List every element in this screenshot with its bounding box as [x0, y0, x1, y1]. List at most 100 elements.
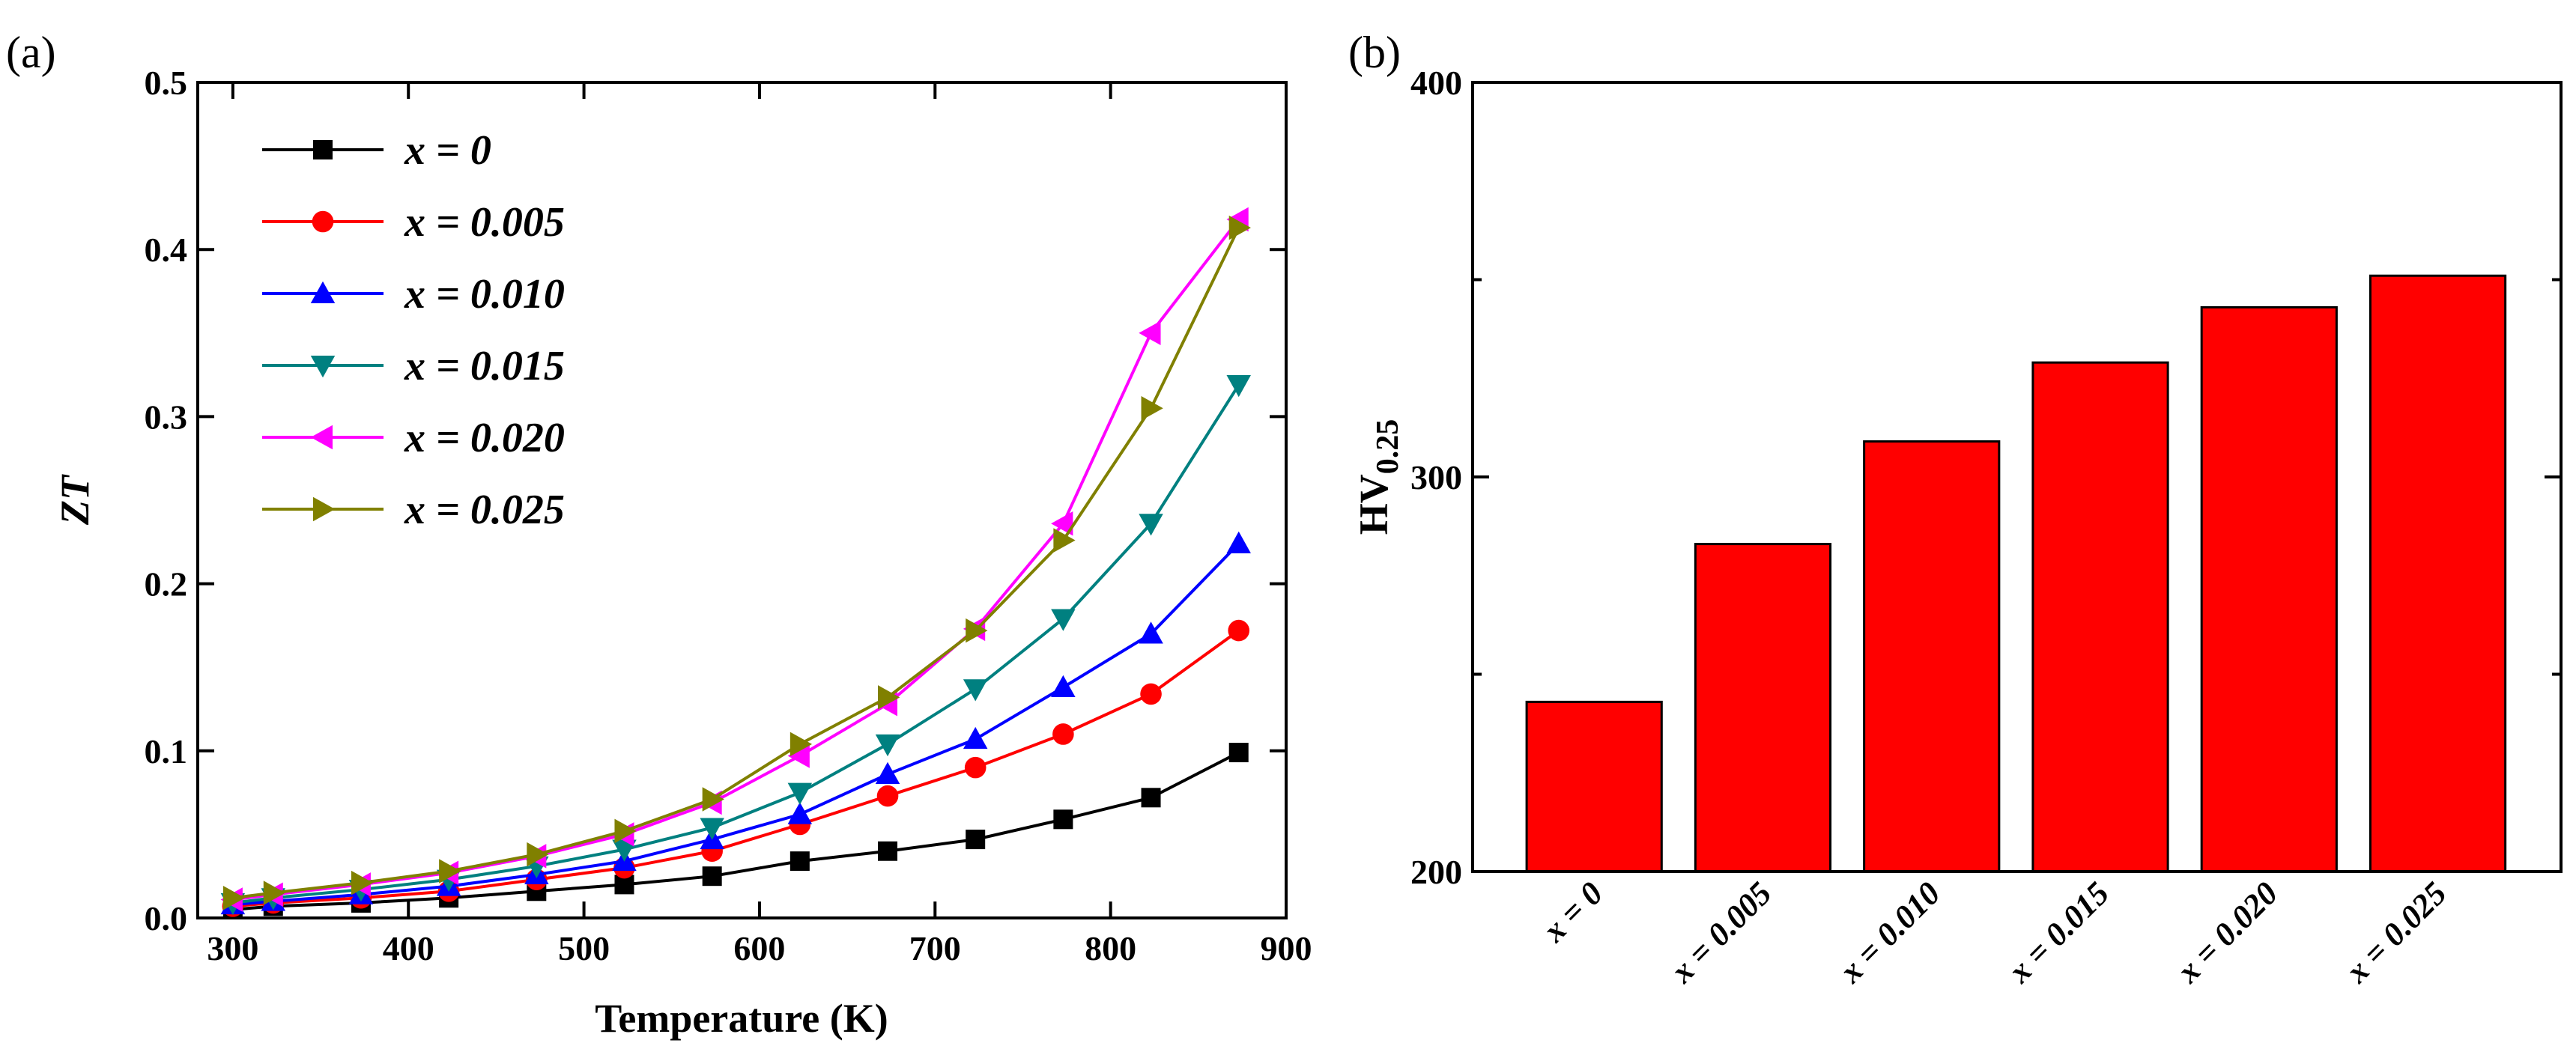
data-point	[614, 818, 637, 844]
x-tick-label: 300	[207, 929, 258, 967]
category-label: x = 0	[1536, 875, 1610, 949]
panel-b-y-axis-title: HV0.25	[1351, 419, 1405, 535]
data-point	[878, 685, 900, 710]
category-label: x = 0.020	[2169, 875, 2285, 990]
panel-a-y-ticks: 0.0 0.1 0.2 0.3 0.4 0.5	[145, 64, 1286, 937]
bar	[2200, 305, 2338, 873]
series-group	[220, 531, 1251, 915]
data-point	[1141, 788, 1161, 808]
data-point	[1051, 511, 1073, 536]
data-point	[702, 866, 722, 887]
bar	[1863, 440, 2001, 873]
legend-marker	[310, 281, 336, 303]
data-point	[700, 818, 724, 840]
data-point	[790, 732, 813, 757]
data-point	[1052, 723, 1074, 745]
data-point	[876, 785, 899, 807]
legend-marker	[313, 140, 333, 159]
data-point	[1051, 609, 1076, 631]
panel-a-y-axis-title: ZT	[52, 474, 97, 526]
panel-b-y-axis-title-main: HV	[1351, 474, 1396, 535]
y-tick-label: 0.0	[145, 899, 188, 937]
data-point	[1226, 531, 1251, 554]
legend-marker	[310, 356, 336, 378]
data-point	[702, 787, 724, 812]
data-point	[263, 881, 286, 905]
panel-a-label: (a)	[6, 28, 56, 77]
data-point	[787, 744, 810, 768]
data-point	[787, 802, 813, 824]
y-tick-label: 0.5	[145, 64, 188, 102]
series-group	[222, 215, 1251, 910]
y-tick-label: 0.3	[145, 398, 188, 436]
panel-b-y-axis-title-sub: 0.25	[1371, 419, 1405, 475]
x-tick-label: 700	[909, 929, 961, 967]
data-point	[966, 618, 988, 643]
legend-label: x = 0.020	[404, 415, 565, 461]
data-point	[790, 851, 810, 872]
data-point	[1053, 809, 1073, 830]
y-tick-label: 200	[1410, 853, 1462, 891]
series-group	[220, 207, 1249, 912]
legend-label: x = 0	[404, 127, 491, 174]
data-point	[1228, 619, 1250, 642]
y-tick-label: 0.1	[145, 732, 188, 770]
data-point	[966, 830, 986, 850]
x-tick-label: 600	[733, 929, 785, 967]
legend-marker	[310, 425, 333, 450]
bar	[1694, 543, 1832, 873]
data-point	[875, 734, 900, 757]
data-point	[1053, 528, 1076, 553]
y-tick-label: 0.4	[145, 231, 188, 269]
data-point	[875, 761, 900, 785]
series-line	[232, 227, 1240, 900]
bar	[2369, 274, 2507, 873]
data-point	[787, 782, 813, 805]
y-tick-label: 300	[1410, 458, 1462, 496]
x-tick-label: 800	[1085, 929, 1136, 967]
legend-label: x = 0.015	[404, 343, 565, 389]
x-tick-label: 900	[1261, 929, 1312, 967]
panel-a-x-axis-title: Temperature (K)	[595, 996, 888, 1041]
panel-a-plot-frame	[196, 81, 1288, 919]
legend-label: x = 0.005	[404, 199, 565, 246]
data-point	[351, 870, 374, 896]
y-tick-label: 400	[1410, 64, 1462, 102]
data-point	[964, 756, 987, 779]
data-point	[963, 679, 988, 702]
panel-b-bars	[1525, 274, 2507, 873]
legend-marker	[312, 210, 334, 233]
data-point	[878, 841, 898, 861]
panel-b-y-ticks: 200 300 400	[1410, 64, 2561, 891]
data-point	[222, 885, 246, 910]
legend-label: x = 0.025	[404, 487, 565, 533]
data-point	[1139, 320, 1161, 346]
bar	[1525, 700, 1663, 873]
category-label: x = 0.010	[1832, 875, 1948, 990]
y-tick-label: 0.2	[145, 565, 188, 603]
data-point	[1141, 395, 1163, 421]
category-label: x = 0.005	[1663, 875, 1778, 990]
category-label: x = 0.015	[2001, 875, 2116, 990]
data-point	[612, 839, 637, 862]
data-point	[963, 726, 988, 749]
data-point	[1139, 514, 1163, 536]
panel-a-series	[220, 207, 1251, 919]
x-tick-label: 400	[383, 929, 434, 967]
data-point	[1140, 683, 1162, 705]
bar	[2031, 361, 2169, 873]
data-point	[1051, 675, 1076, 697]
panel-a-legend: x = 0 x = 0.005 x = 0.010 x = 0.015 x = 0.02…	[262, 127, 565, 533]
series-line	[232, 218, 1240, 901]
panel-b-category-labels: x = 0 x = 0.005 x = 0.010 x = 0.015 x = 0.02…	[1536, 875, 2454, 990]
legend-label: x = 0.010	[404, 271, 565, 317]
data-point	[1228, 743, 1249, 763]
panel-a-zt-chart: (a) 0.0 0.1 0.2 0.3 0.4 0.5 300 400 500 600 700 80…	[6, 28, 1312, 1041]
data-point	[1226, 374, 1251, 398]
data-point	[1139, 621, 1163, 644]
panel-b-label: (b)	[1348, 28, 1401, 77]
series-line	[232, 383, 1240, 904]
legend-marker	[313, 496, 336, 522]
